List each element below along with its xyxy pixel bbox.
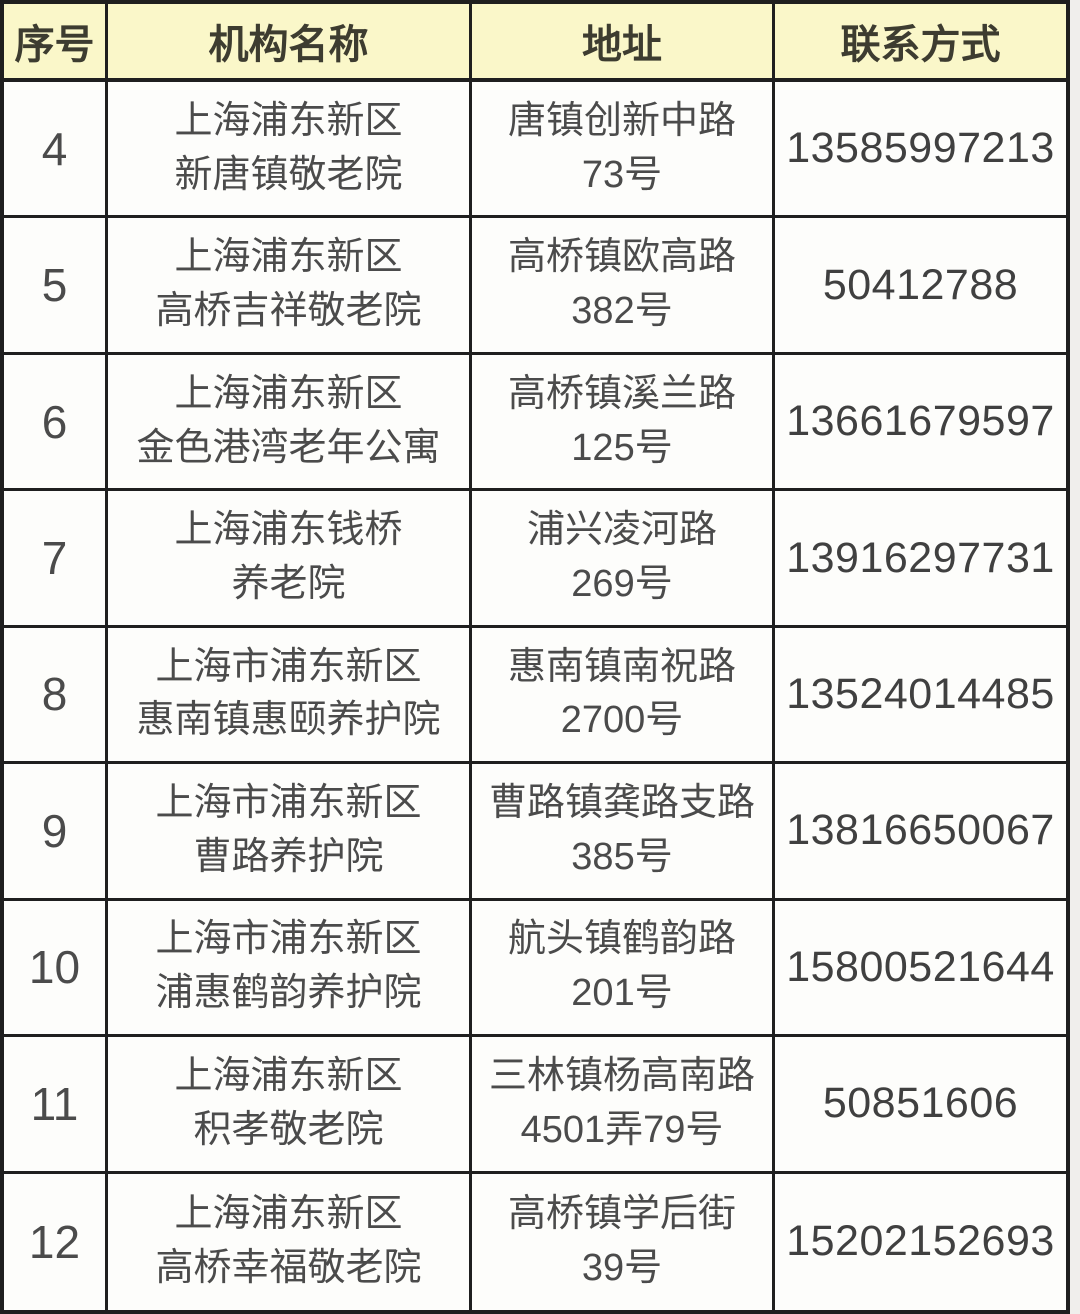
cell-address: 浦兴凌河路 269号 xyxy=(472,491,775,628)
cell-line: 125号 xyxy=(571,426,673,469)
cell-line: 新唐镇敬老院 xyxy=(174,153,403,196)
cell-line: 浦兴凌河路 xyxy=(526,509,717,552)
cell-phone: 15202152693 xyxy=(775,1173,1066,1310)
cell-index: 5 xyxy=(4,218,108,355)
cell-line: 三林镇杨高南路 xyxy=(488,1054,755,1097)
table-row: 7 上海浦东钱桥 养老院 浦兴凌河路 269号 13916297731 xyxy=(4,491,1066,628)
cell-index: 7 xyxy=(4,491,108,628)
cell-address: 唐镇创新中路 73号 xyxy=(472,82,775,219)
cell-phone: 13816650067 xyxy=(775,764,1066,901)
cell-line: 385号 xyxy=(571,835,673,878)
cell-line: 曹路养护院 xyxy=(193,835,384,878)
cell-line: 唐镇创新中路 xyxy=(507,99,736,142)
cell-index: 11 xyxy=(4,1037,108,1174)
cell-index: 4 xyxy=(4,82,108,219)
cell-line: 上海浦东新区 xyxy=(174,236,403,279)
cell-name: 上海浦东新区 高桥吉祥敬老院 xyxy=(108,218,472,355)
cell-line: 上海市浦东新区 xyxy=(155,645,422,688)
cell-name: 上海浦东新区 积孝敬老院 xyxy=(108,1037,472,1174)
table-row: 10 上海市浦东新区 浦惠鹤韵养护院 航头镇鹤韵路 201号 158005216… xyxy=(4,900,1066,1038)
column-header-contact: 联系方式 xyxy=(775,4,1066,82)
cell-address: 高桥镇学后街 39号 xyxy=(472,1173,775,1310)
cell-name: 上海浦东新区 高桥幸福敬老院 xyxy=(108,1173,472,1310)
table-row: 9 上海市浦东新区 曹路养护院 曹路镇龚路支路 385号 13816650067 xyxy=(4,764,1066,901)
cell-address: 三林镇杨高南路 4501弄79号 xyxy=(472,1037,775,1174)
table-row: 5 上海浦东新区 高桥吉祥敬老院 高桥镇欧高路 382号 50412788 xyxy=(4,218,1066,355)
cell-line: 上海市浦东新区 xyxy=(155,918,422,961)
cell-phone: 13661679597 xyxy=(775,354,1066,492)
cell-line: 高桥吉祥敬老院 xyxy=(155,290,422,333)
cell-line: 高桥镇学后街 xyxy=(507,1192,736,1235)
cell-phone: 50412788 xyxy=(775,218,1066,355)
cell-line: 2700号 xyxy=(560,699,684,742)
cell-name: 上海市浦东新区 曹路养护院 xyxy=(108,764,472,901)
cell-name: 上海市浦东新区 浦惠鹤韵养护院 xyxy=(108,900,472,1038)
table-row: 12 上海浦东新区 高桥幸福敬老院 高桥镇学后街 39号 15202152693 xyxy=(4,1173,1066,1310)
cell-line: 4501弄79号 xyxy=(520,1108,724,1151)
cell-phone: 13585997213 xyxy=(775,82,1066,219)
cell-line: 上海浦东新区 xyxy=(174,372,403,415)
cell-address: 曹路镇龚路支路 385号 xyxy=(472,764,775,901)
table-row: 4 上海浦东新区 新唐镇敬老院 唐镇创新中路 73号 13585997213 xyxy=(4,82,1066,219)
cell-phone: 13524014485 xyxy=(775,627,1066,765)
cell-line: 201号 xyxy=(571,972,673,1015)
cell-line: 高桥镇欧高路 xyxy=(507,236,736,279)
cell-line: 高桥幸福敬老院 xyxy=(155,1246,422,1289)
cell-address: 高桥镇欧高路 382号 xyxy=(472,218,775,355)
cell-index: 8 xyxy=(4,627,108,765)
cell-index: 12 xyxy=(4,1173,108,1310)
cell-name: 上海浦东钱桥 养老院 xyxy=(108,491,472,628)
cell-line: 金色港湾老年公寓 xyxy=(136,426,441,469)
cell-line: 上海浦东新区 xyxy=(174,99,403,142)
column-header-address: 地址 xyxy=(472,4,775,82)
cell-line: 382号 xyxy=(571,290,673,333)
column-header-index: 序号 xyxy=(4,4,108,82)
cell-line: 航头镇鹤韵路 xyxy=(507,918,736,961)
cell-line: 浦惠鹤韵养护院 xyxy=(155,972,422,1015)
cell-line: 上海浦东新区 xyxy=(174,1192,403,1235)
cell-address: 高桥镇溪兰路 125号 xyxy=(472,354,775,492)
cell-line: 上海浦东钱桥 xyxy=(174,509,403,552)
cell-name: 上海浦东新区 新唐镇敬老院 xyxy=(108,82,472,219)
cell-line: 积孝敬老院 xyxy=(193,1108,384,1151)
cell-line: 高桥镇溪兰路 xyxy=(507,372,736,415)
column-header-name: 机构名称 xyxy=(108,4,472,82)
cell-index: 6 xyxy=(4,354,108,492)
cell-name: 上海浦东新区 金色港湾老年公寓 xyxy=(108,354,472,492)
cell-line: 养老院 xyxy=(231,563,346,606)
cell-phone: 15800521644 xyxy=(775,900,1066,1038)
cell-line: 惠南镇南祝路 xyxy=(507,645,736,688)
cell-line: 曹路镇龚路支路 xyxy=(488,781,755,824)
table-row: 8 上海市浦东新区 惠南镇惠颐养护院 惠南镇南祝路 2700号 13524014… xyxy=(4,627,1066,765)
table-header-row: 序号 机构名称 地址 联系方式 xyxy=(4,4,1066,82)
cell-index: 9 xyxy=(4,764,108,901)
cell-name: 上海市浦东新区 惠南镇惠颐养护院 xyxy=(108,627,472,765)
cell-line: 39号 xyxy=(581,1246,663,1289)
cell-line: 上海市浦东新区 xyxy=(155,781,422,824)
cell-address: 航头镇鹤韵路 201号 xyxy=(472,900,775,1038)
table-row: 6 上海浦东新区 金色港湾老年公寓 高桥镇溪兰路 125号 1366167959… xyxy=(4,354,1066,492)
table-row: 11 上海浦东新区 积孝敬老院 三林镇杨高南路 4501弄79号 5085160… xyxy=(4,1037,1066,1174)
cell-line: 73号 xyxy=(581,153,663,196)
cell-phone: 13916297731 xyxy=(775,491,1066,628)
cell-line: 惠南镇惠颐养护院 xyxy=(136,699,441,742)
cell-line: 269号 xyxy=(571,563,673,606)
cell-index: 10 xyxy=(4,900,108,1038)
cell-address: 惠南镇南祝路 2700号 xyxy=(472,627,775,765)
cell-line: 上海浦东新区 xyxy=(174,1054,403,1097)
cell-phone: 50851606 xyxy=(775,1037,1066,1174)
